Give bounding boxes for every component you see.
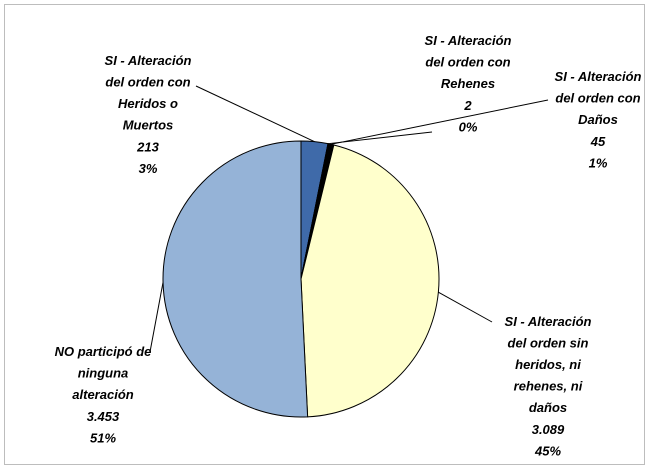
percent-label: 0% [459, 119, 478, 134]
leader-line [438, 291, 493, 323]
value-label: 3.453 [87, 409, 120, 424]
value-label: 2 [463, 98, 472, 113]
percent-label: 51% [90, 430, 116, 445]
pie-slice [300, 144, 440, 418]
slice-label: SI - Alteración del orden con Heridos o Mue… [105, 53, 192, 133]
value-label: 213 [136, 139, 159, 154]
pie-slice [162, 140, 309, 418]
percent-label: 3% [139, 161, 158, 176]
slice-label: SI - Alteración del orden sin heridos, ni r… [505, 314, 592, 415]
slice-label: NO participó de ninguna alteración [55, 344, 152, 402]
slice-label: SI - Alteración del orden con Daños [555, 69, 642, 127]
slice-label: SI - Alteración del orden con Rehenes [425, 33, 512, 91]
leader-line [149, 282, 164, 353]
value-label: 3.089 [532, 422, 565, 437]
value-label: 45 [590, 134, 606, 149]
percent-label: 1% [589, 155, 608, 170]
percent-label: 45% [534, 443, 561, 458]
leader-line [330, 99, 549, 145]
leader-line [195, 85, 315, 143]
